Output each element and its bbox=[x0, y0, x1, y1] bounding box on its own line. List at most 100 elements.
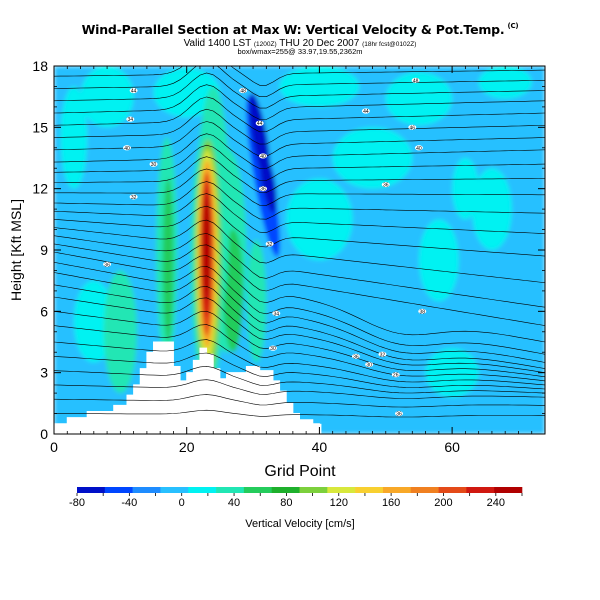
colorbar-tick-label: 120 bbox=[330, 497, 348, 509]
isentrope-line bbox=[54, 379, 545, 399]
isentrope-line bbox=[54, 272, 545, 363]
valid-date: THU 20 Dec 2007 bbox=[279, 38, 360, 49]
field-patch bbox=[319, 352, 373, 414]
isentrope-line bbox=[54, 193, 545, 234]
contour-label: 36 bbox=[396, 412, 402, 418]
colorbar-tick-label: -80 bbox=[69, 497, 85, 509]
colorbar-swatch bbox=[327, 487, 356, 493]
field-patch bbox=[425, 348, 479, 398]
colorbar-tick-label: 80 bbox=[280, 497, 292, 509]
contour-label: 34 bbox=[273, 311, 279, 317]
contour-label: 26 bbox=[393, 373, 399, 379]
field-patch bbox=[286, 178, 353, 261]
isentrope-line bbox=[54, 394, 545, 408]
contour-label: 32 bbox=[131, 195, 137, 201]
y-tick-label: 15 bbox=[32, 119, 48, 135]
field-patch bbox=[60, 86, 88, 189]
contour-label-bg bbox=[103, 261, 112, 267]
contour-label-bg bbox=[351, 353, 360, 359]
isentrope-line bbox=[54, 219, 545, 283]
field-patch bbox=[279, 66, 360, 107]
field-patch bbox=[478, 66, 532, 99]
contour-label-bg bbox=[391, 372, 400, 378]
isentrope-line bbox=[54, 108, 545, 145]
contour-labels: 44 34 40 30 32 36 48 44 40 36 32 34 30 44 48 46 40 36 38 36… bbox=[103, 77, 427, 418]
field-patch bbox=[472, 168, 512, 250]
valid-time-utc: (1200Z) bbox=[253, 41, 277, 48]
isentrope-line bbox=[54, 339, 545, 386]
colorbar-tick-label: 200 bbox=[434, 497, 452, 509]
contour-label-bg bbox=[265, 241, 274, 247]
colorbar-swatch bbox=[382, 487, 412, 493]
colorbar-swatch bbox=[77, 487, 106, 493]
isentrope-line bbox=[54, 96, 545, 133]
contour-label: 48 bbox=[240, 89, 246, 95]
colorbar-swatch bbox=[299, 487, 328, 493]
field-patch bbox=[153, 68, 220, 118]
isentrope-line bbox=[54, 233, 545, 308]
colorbar-swatch bbox=[216, 487, 245, 493]
valid-time: Valid 1400 LST bbox=[183, 38, 252, 49]
contour-label: 46 bbox=[410, 125, 416, 131]
contour-label: 40 bbox=[416, 146, 422, 152]
field-patch bbox=[73, 280, 114, 363]
isentrope-line bbox=[54, 181, 545, 220]
x-tick-label: 20 bbox=[179, 439, 195, 455]
updraft-secondary bbox=[162, 178, 174, 342]
colorbar-swatch bbox=[132, 487, 161, 493]
colorbar-swatch bbox=[271, 487, 300, 493]
x-axis-label: Grid Point bbox=[264, 463, 336, 480]
isentrope-line bbox=[54, 352, 545, 390]
colorbar-swatch bbox=[438, 487, 467, 493]
field-patch bbox=[103, 270, 137, 394]
isentrope-line bbox=[54, 284, 545, 369]
y-tick-label: 12 bbox=[32, 181, 48, 197]
colorbar-swatch bbox=[188, 487, 217, 493]
colorbar-swatch bbox=[243, 487, 272, 493]
isentrope-line bbox=[54, 310, 545, 378]
isentrope-line bbox=[54, 72, 545, 109]
x-tick-label: 60 bbox=[444, 439, 460, 455]
contour-label: 36 bbox=[383, 183, 389, 189]
contour-label-bg bbox=[129, 87, 138, 94]
contour-label-bg bbox=[414, 145, 423, 151]
forecast-info: (18hr fcst@0102Z) bbox=[362, 41, 417, 48]
colorbar-label: Vertical Velocity [cm/s] bbox=[245, 518, 354, 530]
contour-label: 44 bbox=[131, 89, 137, 95]
colorbar-swatch bbox=[104, 487, 133, 493]
y-tick-label: 18 bbox=[32, 58, 48, 74]
isentrope-line bbox=[54, 66, 545, 97]
chart-title: Wind-Parallel Section at Max W: Vertical… bbox=[0, 22, 600, 37]
terrain bbox=[54, 341, 322, 434]
y-tick-label: 6 bbox=[40, 303, 48, 319]
isentrope-line bbox=[54, 66, 545, 86]
isentrope-line bbox=[54, 205, 545, 257]
field-patch bbox=[418, 219, 459, 302]
colorbar-swatch bbox=[410, 487, 439, 493]
isentrope-line bbox=[54, 144, 545, 181]
contour-label: 32 bbox=[380, 352, 386, 358]
contour-label-bg bbox=[418, 308, 427, 314]
isentrope-lines bbox=[54, 66, 545, 418]
colorbar-swatch bbox=[355, 487, 384, 493]
field-patch bbox=[385, 72, 453, 126]
contour-label-bg bbox=[411, 77, 420, 83]
valid-time-line: Valid 1400 LST (1200Z) THU 20 Dec 2007 (… bbox=[0, 38, 600, 49]
colorbar-tick-label: 240 bbox=[487, 497, 505, 509]
isentrope-line bbox=[54, 365, 545, 394]
contour-label-bg bbox=[378, 351, 387, 357]
y-tick-label: 3 bbox=[40, 365, 48, 381]
contour-label-bg bbox=[259, 186, 268, 192]
contour-label-bg bbox=[129, 194, 138, 200]
isentrope-line bbox=[54, 296, 545, 373]
contour-label: 36 bbox=[353, 354, 359, 360]
contour-label: 40 bbox=[260, 154, 266, 160]
contour-label: 36 bbox=[104, 262, 110, 268]
colorbar-tick-label: 160 bbox=[382, 497, 400, 509]
contour-label: 48 bbox=[413, 78, 419, 84]
contour-label-bg bbox=[122, 145, 131, 151]
y-axis-label: Height [Kft MSL] bbox=[8, 199, 24, 301]
x-tick-label: 40 bbox=[312, 439, 328, 455]
isentrope-line bbox=[54, 168, 545, 206]
